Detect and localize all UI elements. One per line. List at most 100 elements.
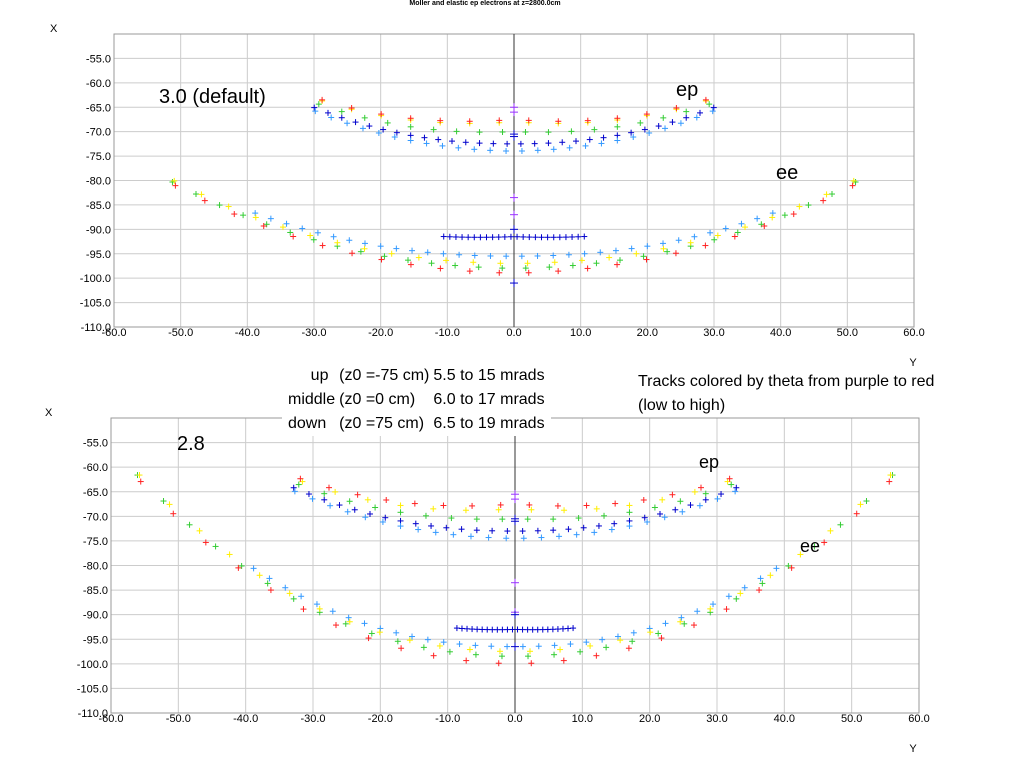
ee-center-marker: [510, 225, 518, 234]
ee-point-red: [201, 197, 208, 204]
ep-point-blue: [559, 139, 566, 146]
ep-point-blue: [366, 123, 373, 130]
ee-point-blue: [440, 233, 447, 240]
ep-center-marker: [510, 132, 518, 141]
ep-point-blue: [407, 132, 414, 139]
ep-point-lightblue: [328, 114, 335, 121]
ee-point-green: [240, 212, 247, 219]
default-setting-label: 3.0 (default): [159, 86, 266, 108]
ee-point-yellow: [850, 177, 857, 184]
ee-center-marker: [510, 210, 518, 219]
ee-point-lightblue: [503, 253, 510, 260]
ee-point-blue: [501, 233, 508, 240]
ee-point-green: [405, 257, 411, 264]
ep-point-red: [555, 118, 562, 125]
ee-point-blue: [471, 234, 478, 241]
ep-point-blue: [697, 109, 703, 116]
ee-center-marker: [510, 193, 518, 202]
ep-point-red: [378, 111, 385, 118]
ee-point-red: [525, 269, 532, 276]
ee-center-marker: [510, 279, 518, 288]
ee-point-yellow: [769, 214, 776, 221]
ee-point-yellow: [714, 232, 721, 239]
ee-point-green: [711, 236, 718, 243]
y-tick-label: -95.0: [86, 249, 111, 261]
ee-point-red: [672, 250, 679, 257]
ep-point-green: [683, 108, 690, 115]
ee-point-blue: [495, 234, 502, 241]
x-tick-label: -30.0: [301, 327, 326, 339]
angle-range-table: up (z0 =-75 cm) 5.5 to 15 mrads middle (…: [282, 364, 551, 436]
ee-point-green: [452, 262, 459, 269]
ep-point-lightblue: [359, 125, 366, 132]
ee-point-blue: [532, 234, 539, 241]
ee-point-blue: [556, 234, 563, 241]
x-tick-label: 20.0: [637, 327, 658, 339]
ee-point-lightblue: [722, 225, 729, 232]
ep-point-green: [614, 123, 621, 130]
ep-point-lightblue: [646, 129, 653, 136]
ee-point-red: [643, 256, 650, 263]
ee-point-blue: [489, 234, 496, 241]
y-tick-label: -75.0: [86, 151, 111, 163]
ee-label-bottom: ee: [800, 536, 821, 556]
ee-point-red: [378, 256, 385, 263]
ee-point-red: [790, 211, 797, 218]
ep-point-blue: [531, 140, 538, 147]
ep-point-red: [407, 115, 414, 122]
ee-point-blue: [550, 234, 557, 241]
ep-center-marker: [510, 103, 518, 112]
ee-point-green: [287, 229, 294, 236]
x-tick-label: 50.0: [837, 327, 858, 339]
ee-point-red: [761, 222, 768, 229]
ee-point-green: [781, 212, 788, 219]
angle-pos: middle: [288, 391, 336, 408]
ee-point-yellow: [252, 214, 259, 221]
ee-point-lightblue: [754, 215, 761, 222]
ee-point-lightblue: [628, 245, 635, 252]
ee-point-red: [260, 222, 267, 229]
ep-point-green: [591, 126, 598, 133]
angle-range: 6.0 to 17 mrads: [433, 391, 545, 408]
ee-point-yellow: [470, 259, 477, 266]
angle-row-down: down (z0 =75 cm) 6.5 to 19 mrads: [286, 412, 547, 436]
ee-point-blue: [575, 233, 582, 240]
ep-point-lightblue: [630, 134, 637, 141]
ee-point-yellow: [497, 260, 504, 267]
ee-point-blue: [544, 234, 551, 241]
ee-point-blue: [465, 234, 472, 241]
ee-point-blue: [538, 234, 545, 241]
ee-point-lightblue: [675, 237, 682, 244]
ee-point-lightblue: [644, 243, 651, 250]
ee-point-lightblue: [377, 243, 384, 250]
ep-point-lightblue: [312, 108, 319, 115]
ep-point-blue: [545, 140, 552, 147]
ep-point-blue: [421, 134, 428, 141]
ep-point-lightblue: [423, 140, 430, 147]
ee-point-red: [290, 233, 297, 240]
ee-point-lightblue: [299, 225, 306, 232]
ee-point-green: [546, 264, 553, 271]
angle-row-up: up (z0 =-75 cm) 5.5 to 15 mrads: [286, 364, 547, 388]
ee-point-green: [664, 248, 671, 255]
second-setting-label: 2.8: [177, 433, 205, 455]
ee-point-red: [496, 269, 503, 276]
ee-point-red: [319, 242, 326, 249]
ee-point-green: [475, 264, 482, 271]
ee-point-yellow: [279, 224, 286, 231]
ee-point-green: [428, 260, 435, 267]
ep-point-red: [466, 118, 473, 125]
ep-point-lightblue: [518, 148, 525, 155]
ep-point-blue: [628, 129, 635, 136]
x-tick-label: 30.0: [703, 327, 724, 339]
color-note-line1: Tracks colored by theta from purple to r…: [638, 373, 935, 390]
angle-range: 6.5 to 19 mrads: [433, 415, 545, 432]
ee-point-lightblue: [769, 210, 776, 217]
ee-point-lightblue: [252, 210, 259, 217]
ep-point-red: [437, 117, 444, 124]
ep-point-red: [614, 115, 621, 122]
ee-point-green: [499, 265, 506, 272]
y-tick-label: -110.0: [81, 322, 111, 334]
ee-point-red: [172, 182, 179, 189]
